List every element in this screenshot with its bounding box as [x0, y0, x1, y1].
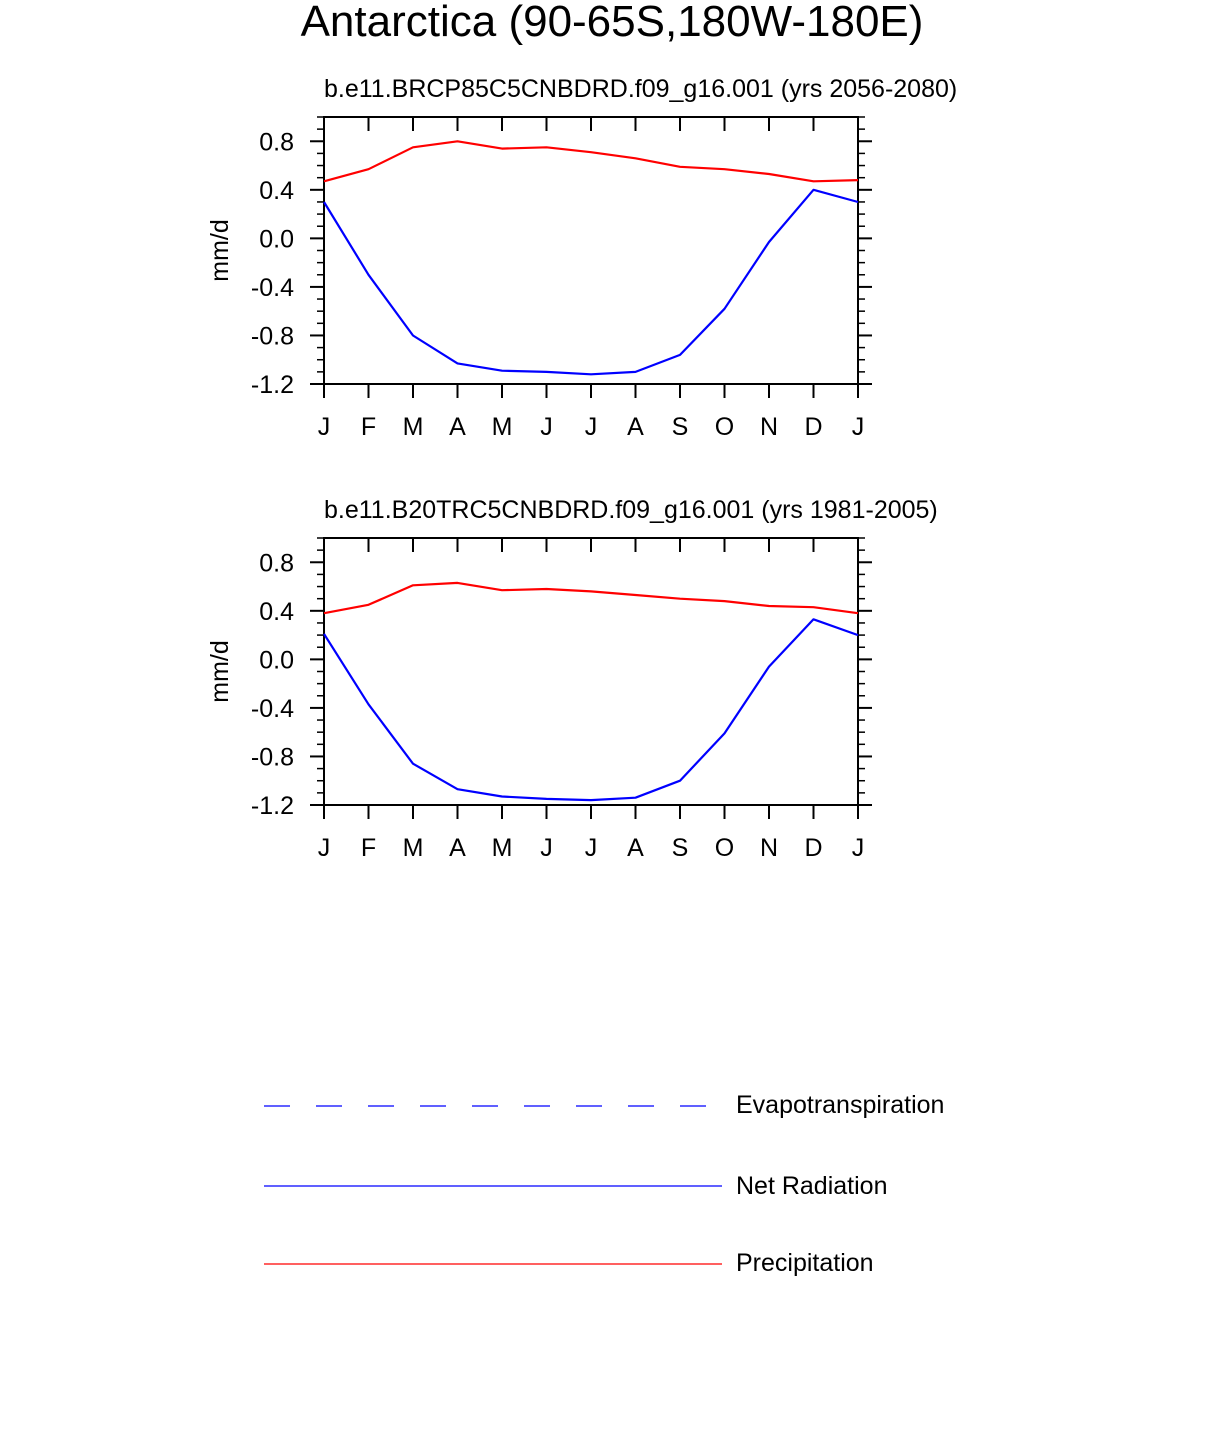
legend-label-net-radiation: Net Radiation [736, 1172, 887, 1200]
panel-historical: b.e11.B20TRC5CNBDRD.f09_g16.001 (yrs 198… [206, 496, 938, 862]
y-tick-label: -0.4 [251, 695, 294, 723]
panel-title: b.e11.BRCP85C5CNBDRD.f09_g16.001 (yrs 20… [324, 75, 957, 103]
plot-frame [323, 537, 859, 806]
x-tick-label: D [804, 413, 822, 441]
y-tick-label: -1.2 [251, 371, 294, 399]
y-tick-label: 0.8 [259, 128, 294, 156]
x-tick-label: J [585, 413, 598, 441]
legend-label-evapotranspiration: Evapotranspiration [736, 1091, 944, 1119]
x-tick-label: J [540, 834, 553, 862]
y-tick-label: -0.8 [251, 322, 294, 350]
x-tick-label: S [672, 413, 689, 441]
y-tick-label: 0.4 [259, 598, 294, 626]
y-axis-label: mm/d [206, 219, 234, 282]
x-tick-label: N [760, 834, 778, 862]
x-tick-label: O [715, 834, 734, 862]
y-tick-label: -1.2 [251, 792, 294, 820]
x-tick-label: F [361, 413, 376, 441]
series-line-net-radiation [323, 188, 859, 376]
x-tick-label: J [852, 413, 865, 441]
panel-rcp85: b.e11.BRCP85C5CNBDRD.f09_g16.001 (yrs 20… [206, 75, 957, 441]
x-tick-label: D [804, 834, 822, 862]
legend-label-precipitation: Precipitation [736, 1249, 874, 1277]
y-tick-label: 0.4 [259, 177, 294, 205]
y-tick-label: -0.8 [251, 743, 294, 771]
series-line-precipitation [323, 581, 859, 615]
x-tick-label: S [672, 834, 689, 862]
y-axis-label: mm/d [206, 640, 234, 703]
y-tick-label: 0.0 [259, 646, 294, 674]
x-tick-label: J [585, 834, 598, 862]
series-line-net-radiation [323, 618, 859, 802]
x-tick-label: N [760, 413, 778, 441]
x-tick-label: J [318, 834, 331, 862]
y-tick-label: 0.0 [259, 225, 294, 253]
y-tick-label: 0.8 [259, 549, 294, 577]
x-tick-label: M [403, 834, 424, 862]
y-tick-label: -0.4 [251, 274, 294, 302]
x-tick-label: J [852, 834, 865, 862]
x-tick-label: M [492, 834, 513, 862]
x-tick-label: M [492, 413, 513, 441]
x-tick-label: J [318, 413, 331, 441]
x-tick-label: A [627, 413, 644, 441]
x-tick-label: A [627, 834, 644, 862]
x-tick-label: J [540, 413, 553, 441]
panel-title: b.e11.B20TRC5CNBDRD.f09_g16.001 (yrs 198… [324, 496, 938, 524]
legend: Evapotranspiration Net Radiation Precipi… [264, 1091, 944, 1277]
main-title: Antarctica (90-65S,180W-180E) [300, 0, 924, 46]
x-tick-label: O [715, 413, 734, 441]
x-tick-label: M [403, 413, 424, 441]
x-tick-label: A [449, 413, 466, 441]
plot-frame [323, 116, 859, 385]
x-tick-label: A [449, 834, 466, 862]
x-tick-label: F [361, 834, 376, 862]
series-line-precipitation [323, 140, 859, 183]
